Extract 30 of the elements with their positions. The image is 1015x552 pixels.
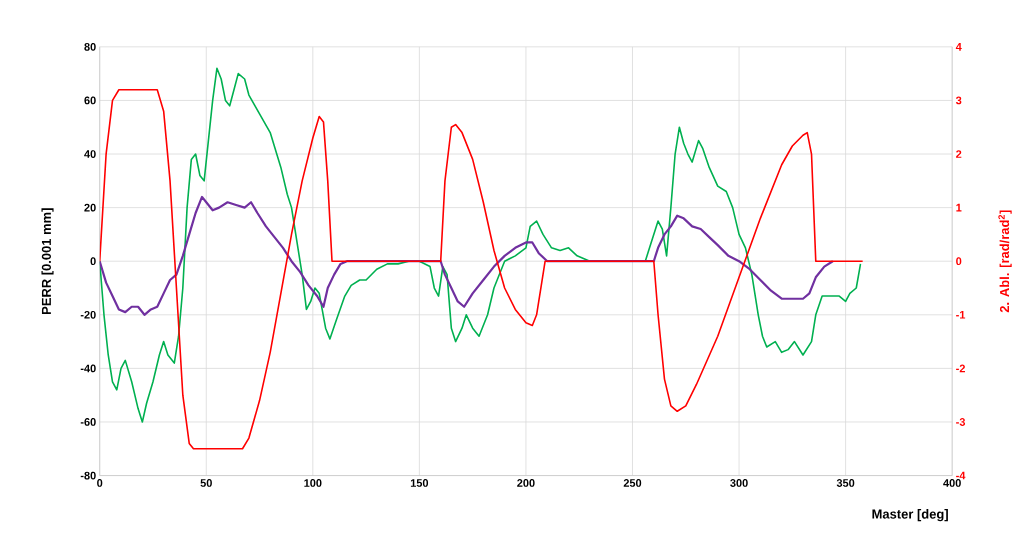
y2-axis-title: 2. Abl. [rad/rad$^{2}$] [998, 210, 1012, 313]
y-tick-label: -60 [80, 417, 96, 426]
x-tick-label: 200 [517, 478, 535, 487]
y2-tick-label: 1 [956, 203, 962, 212]
y-tick-label: 20 [84, 203, 96, 212]
y2-tick-label: -4 [956, 471, 966, 480]
y-axis-title: PERR [0.001 mm] [41, 208, 54, 314]
y-tick-label: -20 [80, 310, 96, 319]
x-tick-label: 0 [97, 478, 103, 487]
y2-tick-label: 4 [955, 42, 962, 51]
y-tick-label: 0 [90, 257, 96, 265]
y2-tick-label: -3 [956, 417, 966, 426]
y2-tick-label: 3 [955, 96, 962, 105]
x-tick-label: 300 [730, 478, 748, 487]
x-tick-label: 100 [304, 478, 322, 487]
x-tick-label: 250 [623, 478, 642, 487]
y2-tick-label: -2 [956, 364, 965, 373]
x-tick-label: 50 [200, 478, 212, 487]
y-tick-label: 80 [84, 42, 96, 51]
y2-tick-label: 2 [956, 150, 962, 158]
x-axis-title: Master [deg] [872, 508, 948, 522]
x-tick-label: 400 [943, 478, 961, 487]
y-tick-label: -80 [80, 471, 96, 480]
y2-tick-label: -1 [956, 310, 966, 319]
y2-tick-label: 0 [956, 257, 962, 265]
x-tick-label: 350 [836, 478, 855, 487]
y-tick-label: -40 [80, 364, 96, 373]
x-tick-label: 150 [410, 478, 429, 487]
y-tick-label: 60 [84, 96, 96, 105]
y-tick-label: 40 [84, 149, 96, 158]
